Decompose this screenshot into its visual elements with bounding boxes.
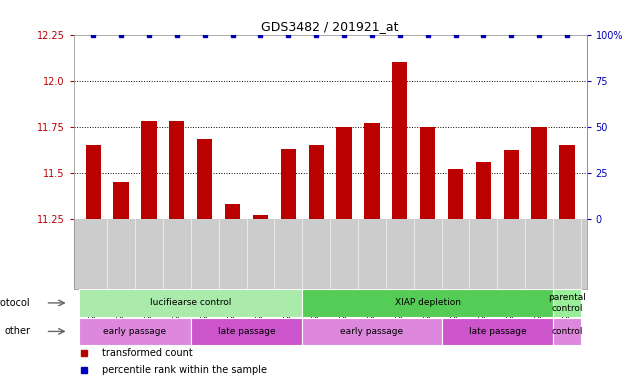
- Text: late passage: late passage: [469, 327, 526, 336]
- Text: percentile rank within the sample: percentile rank within the sample: [102, 365, 267, 375]
- Bar: [191, 318, 303, 345]
- Bar: [531, 127, 547, 218]
- Text: late passage: late passage: [218, 327, 276, 336]
- Bar: [308, 145, 324, 218]
- Text: XIAP depletion: XIAP depletion: [395, 298, 461, 308]
- Text: early passage: early passage: [340, 327, 403, 336]
- Title: GDS3482 / 201921_at: GDS3482 / 201921_at: [262, 20, 399, 33]
- Text: other: other: [4, 326, 30, 336]
- Bar: [225, 204, 240, 218]
- Bar: [79, 318, 191, 345]
- Text: parental
control: parental control: [548, 293, 586, 313]
- Text: transformed count: transformed count: [102, 348, 193, 358]
- Bar: [141, 121, 156, 218]
- Bar: [560, 145, 575, 218]
- Text: early passage: early passage: [103, 327, 167, 336]
- Bar: [281, 149, 296, 218]
- Bar: [364, 123, 379, 218]
- Bar: [303, 318, 442, 345]
- Bar: [113, 182, 129, 218]
- Bar: [337, 127, 352, 218]
- Text: control: control: [551, 327, 583, 336]
- Bar: [476, 162, 491, 218]
- Bar: [553, 289, 581, 316]
- Text: protocol: protocol: [0, 298, 30, 308]
- Bar: [85, 145, 101, 218]
- Bar: [553, 318, 581, 345]
- Bar: [442, 318, 553, 345]
- Text: lucifiearse control: lucifiearse control: [150, 298, 231, 308]
- Bar: [79, 289, 303, 316]
- Bar: [169, 121, 185, 218]
- Bar: [504, 151, 519, 218]
- Bar: [303, 289, 553, 316]
- Bar: [253, 215, 268, 218]
- Bar: [197, 139, 212, 218]
- Bar: [448, 169, 463, 218]
- Bar: [420, 127, 435, 218]
- Bar: [392, 62, 408, 218]
